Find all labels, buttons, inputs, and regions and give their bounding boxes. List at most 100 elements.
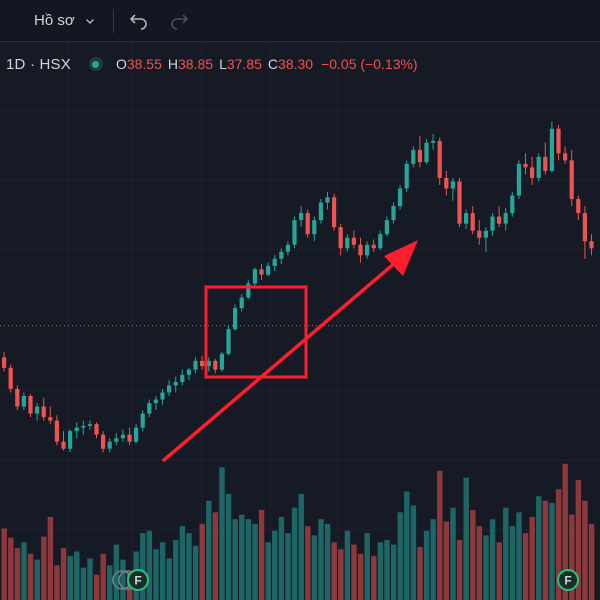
candle-body (497, 216, 502, 224)
candle (411, 146, 416, 168)
volume-bar (285, 533, 291, 600)
volume-bar (252, 523, 258, 600)
candle (398, 184, 403, 210)
candle (365, 241, 370, 259)
candle-body (101, 434, 106, 449)
volume-bar (87, 558, 93, 600)
candle-body (576, 199, 581, 214)
candle-body (35, 406, 40, 414)
candle (417, 135, 422, 168)
volume-bar (390, 544, 397, 600)
candle-body (450, 181, 455, 189)
candle-body (424, 142, 429, 163)
candle-body (530, 167, 535, 178)
candle-body (48, 417, 53, 421)
volume-bar (146, 530, 153, 600)
candle-body (173, 381, 178, 386)
candle-body (556, 128, 561, 154)
candle-body (140, 413, 145, 428)
candle (510, 192, 515, 217)
candle-body (167, 385, 172, 393)
candle-body (233, 308, 238, 330)
candle-body (411, 149, 416, 164)
candle-body (193, 360, 198, 370)
open-value: 38.55 (126, 56, 162, 72)
toolbar-divider (112, 8, 114, 33)
highlight-box[interactable] (204, 285, 308, 379)
candle-body (226, 329, 231, 354)
volume-bar (1, 528, 7, 600)
volume-bar (555, 489, 562, 600)
symbol-legend: 1D · HSX O38.55 H38.85 L37.85 C38.30 −0.… (0, 52, 600, 76)
high-key: H (167, 56, 179, 72)
candle-body (391, 206, 396, 221)
candle (563, 146, 568, 164)
volume-bar (489, 519, 496, 600)
candle (384, 216, 389, 236)
trend-arrow-line[interactable] (162, 260, 398, 462)
candle-body (259, 269, 264, 275)
volume-bar (232, 519, 238, 600)
close-value: 38.30 (278, 56, 314, 72)
volume-bar (410, 505, 417, 600)
symbol-interval[interactable]: 1D · HSX (6, 55, 71, 73)
earnings-marker[interactable]: F (557, 569, 579, 591)
volume-bar (74, 551, 80, 600)
candle (74, 422, 79, 439)
candle-body (134, 427, 139, 442)
candle (259, 264, 264, 280)
candle-body (543, 156, 548, 171)
volume-bar (443, 521, 450, 600)
candle-body (549, 128, 554, 171)
candle (464, 209, 469, 229)
candle-body (266, 265, 271, 275)
candle-body (470, 213, 475, 231)
volume-bar (437, 470, 443, 600)
candle (543, 142, 548, 175)
candlestick-series (1, 121, 594, 453)
chart-grid (0, 42, 600, 600)
volume-bar (516, 512, 522, 600)
trend-arrow-head[interactable] (384, 240, 418, 276)
earnings-marker[interactable]: F (127, 569, 149, 591)
volume-bar (384, 540, 390, 600)
close-key: C (267, 56, 279, 72)
candle (21, 392, 26, 411)
candle-body (503, 213, 508, 224)
chevron-down-icon (85, 18, 94, 24)
candle-body (74, 427, 79, 432)
candle-body (457, 181, 462, 224)
volume-bar (470, 510, 476, 600)
candle (358, 237, 363, 263)
volume-bar (192, 545, 199, 600)
volume-bar (344, 530, 351, 600)
volume-bar (80, 567, 87, 600)
candle-body (200, 360, 205, 367)
volume-bar (67, 556, 73, 600)
volume-bar (100, 553, 106, 600)
candle (153, 396, 158, 411)
market-status-icon[interactable] (88, 57, 103, 71)
candle-body (384, 220, 389, 235)
candle (48, 406, 53, 425)
volume-bar (120, 559, 126, 600)
volume-bar (265, 542, 271, 600)
redo-icon[interactable] (168, 10, 190, 32)
candle-body (54, 420, 59, 442)
candle (233, 304, 238, 331)
volume-bar (21, 542, 27, 600)
candle-body (312, 220, 317, 235)
candle-body (114, 438, 119, 442)
candle-body (589, 241, 594, 249)
volume-bar (404, 491, 410, 600)
volume-bar (159, 542, 166, 600)
volume-bar (430, 519, 436, 600)
volume-bar (377, 542, 384, 600)
profile-label: Hồ sơ (34, 12, 75, 29)
volume-bar (153, 549, 159, 600)
candle (470, 206, 475, 235)
volume-bar (582, 500, 588, 600)
undo-icon[interactable] (128, 10, 150, 32)
profile-dropdown[interactable]: Hồ sơ (34, 12, 95, 29)
